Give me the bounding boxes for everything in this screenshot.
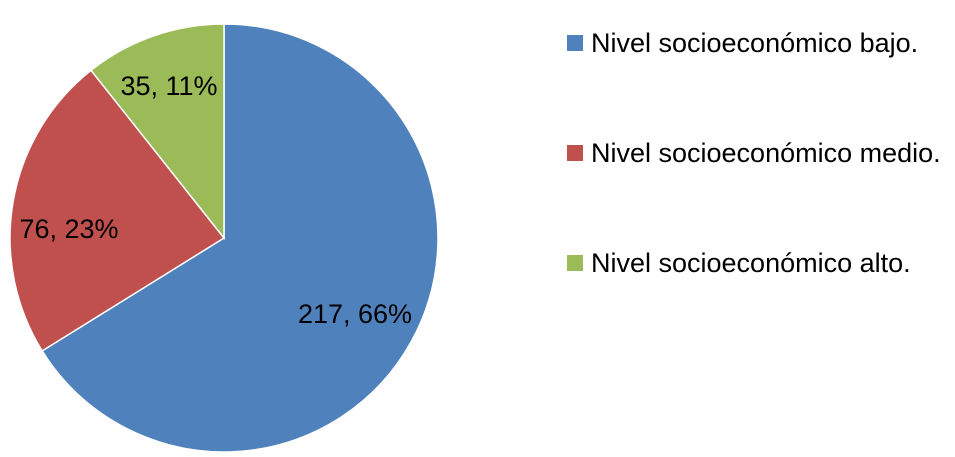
legend-item-nivel-socioeconomico-alto: Nivel socioeconómico alto. bbox=[567, 248, 911, 278]
legend-swatch bbox=[567, 255, 583, 271]
legend-item-nivel-socioeconomico-medio: Nivel socioeconómico medio. bbox=[567, 138, 941, 168]
legend-label: Nivel socioeconómico alto. bbox=[591, 248, 911, 278]
data-label-nivel-socioeconomico-alto: 35, 11% bbox=[120, 71, 217, 101]
pie-slice-nivel-socioeconomico-medio bbox=[9, 69, 226, 352]
legend-swatch bbox=[567, 35, 583, 51]
pie-slice-nivel-socioeconomico-alto bbox=[89, 23, 225, 241]
pie-slices bbox=[9, 23, 439, 453]
legend-label: Nivel socioeconómico medio. bbox=[591, 138, 941, 168]
chart-legend: Nivel socioeconómico bajo. Nivel socioeco… bbox=[567, 28, 941, 278]
data-label-nivel-socioeconomico-bajo: 217, 66% bbox=[298, 299, 412, 329]
data-label-nivel-socioeconomico-medio: 76, 23% bbox=[19, 214, 118, 244]
pie-data-labels: 217, 66% 76, 23% 35, 11% bbox=[19, 71, 412, 329]
legend-item-nivel-socioeconomico-bajo: Nivel socioeconómico bajo. bbox=[567, 28, 918, 58]
legend-swatch bbox=[567, 145, 583, 161]
legend-label: Nivel socioeconómico bajo. bbox=[591, 28, 918, 58]
pie-slice-nivel-socioeconomico-bajo bbox=[41, 23, 439, 453]
